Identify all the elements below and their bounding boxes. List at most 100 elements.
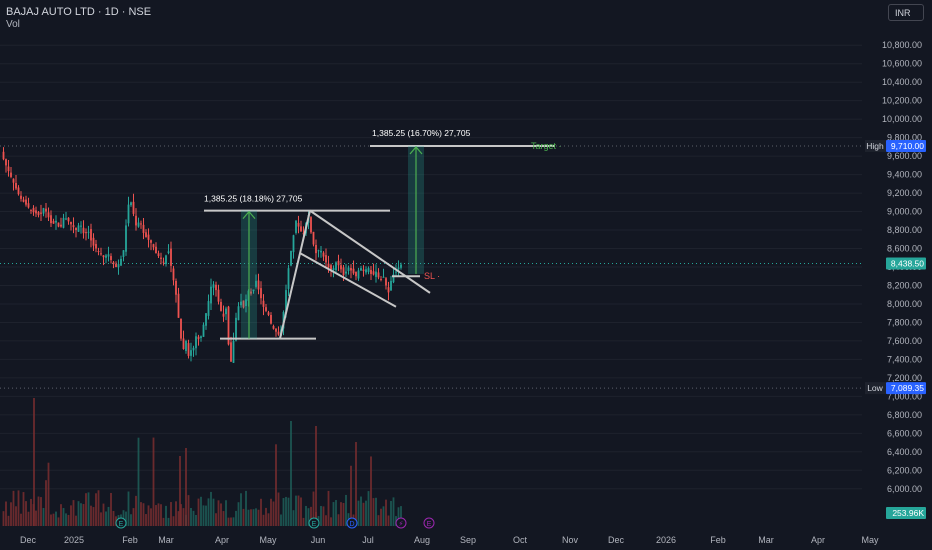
candle-body — [265, 307, 267, 311]
low-badge-value: 7,089.35 — [891, 383, 924, 393]
price-tick-label: 10,400.00 — [882, 77, 922, 87]
candle-body — [105, 255, 107, 258]
volume-bar — [327, 490, 330, 526]
candle-body — [275, 328, 277, 332]
volume-bar — [255, 508, 257, 526]
volume-bar — [295, 495, 297, 526]
volume-bar — [337, 514, 340, 526]
candle-body — [42, 208, 45, 214]
event-marker — [115, 517, 127, 529]
volume-bar — [142, 503, 145, 526]
volume-bar — [397, 507, 400, 526]
candle-body — [362, 269, 365, 272]
candle-body — [80, 225, 82, 227]
volume-bar — [330, 517, 332, 526]
candle-body — [130, 202, 132, 206]
volume-bar — [335, 500, 337, 526]
volume-bar — [260, 498, 262, 526]
volume-bar — [33, 398, 35, 526]
candle-body — [357, 270, 360, 279]
volume-bar — [10, 502, 12, 526]
candle-body — [340, 265, 342, 270]
candle-body — [190, 350, 192, 356]
candle-body — [135, 215, 137, 226]
candle-body — [25, 199, 27, 205]
candle-body — [192, 347, 195, 351]
candle-body — [372, 271, 375, 275]
target-label: Target · — [531, 141, 562, 151]
volume-bar — [97, 490, 100, 526]
currency-button[interactable]: INR — [888, 4, 924, 21]
candle-body — [390, 280, 392, 291]
channel-upper — [309, 209, 431, 294]
candles — [2, 147, 402, 363]
high-badge-value: 9,710.00 — [891, 141, 924, 151]
candle-body — [95, 244, 97, 249]
candle-body — [277, 331, 280, 335]
candle-body — [330, 265, 332, 271]
price-tick-label: 6,600.00 — [887, 428, 922, 438]
candle-body — [232, 340, 235, 363]
volume-bar — [65, 513, 67, 526]
volume-bar — [385, 499, 387, 526]
price-tick-label: 7,800.00 — [887, 317, 922, 327]
volume-bar — [275, 444, 277, 526]
candle-body — [242, 300, 245, 308]
candle-body — [222, 313, 225, 317]
candle-body — [10, 172, 12, 177]
candle-body — [397, 267, 400, 270]
volume-bar — [282, 498, 285, 526]
candle-body — [240, 301, 242, 306]
time-tick-label: 2025 — [64, 535, 84, 545]
candle-body — [122, 250, 125, 257]
volume-bar — [355, 442, 357, 526]
candle-body — [347, 267, 350, 271]
volume-indicator-label[interactable]: Vol — [6, 19, 20, 30]
candle-body — [60, 224, 62, 227]
candle-body — [15, 182, 17, 189]
volume-bar — [280, 514, 282, 526]
candle-body — [82, 227, 85, 234]
volume-bar — [230, 517, 232, 526]
candle-body — [370, 269, 372, 274]
volume-bar — [72, 500, 75, 526]
candle-body — [210, 286, 212, 304]
volume-bar — [155, 505, 157, 526]
time-tick-label: May — [259, 535, 277, 545]
candle-body — [290, 250, 292, 266]
candle-body — [252, 289, 255, 292]
candle-body — [32, 207, 35, 213]
volume-bar — [70, 505, 72, 526]
candle-body — [77, 225, 80, 232]
volume-bar — [252, 509, 255, 526]
candle-body — [300, 226, 302, 232]
candle-body — [225, 308, 227, 315]
candle-body — [142, 224, 145, 233]
candle-body — [65, 218, 67, 220]
volume-bar — [57, 517, 60, 526]
volume-bar — [50, 514, 52, 526]
volume-bar — [245, 490, 247, 526]
volume-bar — [2, 511, 5, 526]
volume-bar — [177, 511, 180, 526]
volume-bar — [387, 515, 390, 526]
time-tick-label: Aug — [414, 535, 430, 545]
candle-body — [292, 235, 295, 253]
volume-bars — [2, 398, 402, 526]
candle-body — [310, 217, 312, 233]
candle-body — [235, 317, 237, 341]
measure-label: 1,385.25 (16.70%) 27,705 — [372, 128, 471, 138]
volume-bar — [290, 420, 292, 526]
volume-bar — [37, 496, 40, 526]
volume-bar — [362, 502, 365, 526]
candle-body — [360, 268, 362, 271]
volume-bar — [47, 462, 50, 526]
time-tick-label: Nov — [562, 535, 579, 545]
candle-body — [320, 250, 322, 253]
candle-body — [207, 301, 210, 316]
candle-body — [317, 250, 320, 252]
volume-bar — [25, 501, 27, 526]
channel-lower — [299, 252, 397, 308]
symbol-title[interactable]: BAJAJ AUTO LTD · 1D · NSE — [6, 6, 152, 18]
